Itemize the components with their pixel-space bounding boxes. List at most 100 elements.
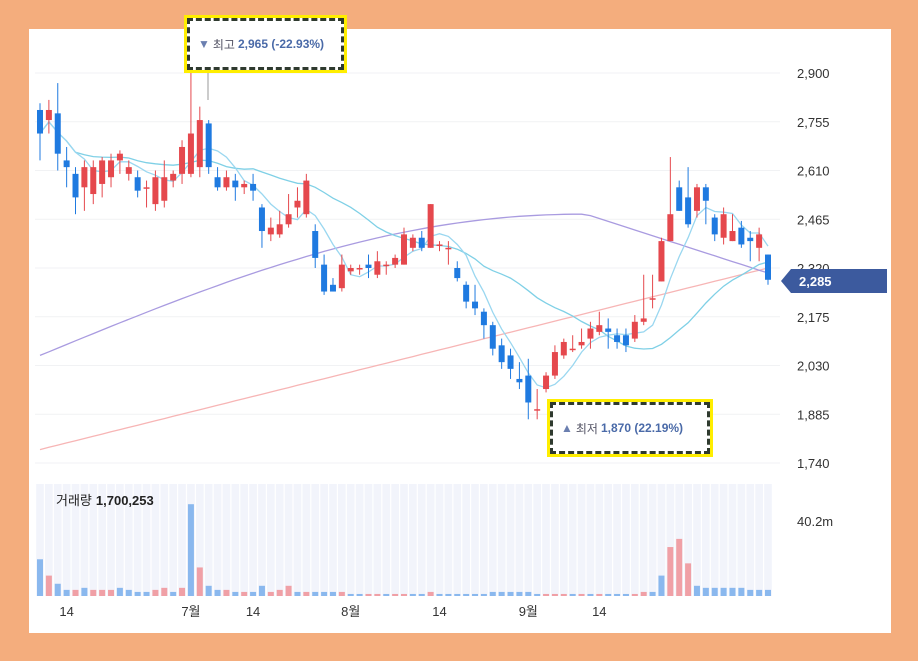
date-axis: 14 7월 14 8월 14 9월 14 xyxy=(59,604,606,619)
volume-column-bg xyxy=(764,484,772,596)
volume-bar xyxy=(756,589,763,596)
candle-body xyxy=(54,113,61,154)
volume-bar xyxy=(294,591,301,596)
volume-column-bg xyxy=(577,484,586,596)
volume-bar xyxy=(232,591,239,596)
volume-title: 거래량 1,700,253 xyxy=(56,490,154,509)
volume-column-bg xyxy=(62,484,71,596)
candle-body xyxy=(214,177,221,188)
volume-bar xyxy=(214,589,221,596)
volume-bar xyxy=(276,589,283,596)
candle-body xyxy=(63,160,70,168)
volume-bar xyxy=(99,589,106,596)
volume-bar xyxy=(303,591,310,596)
candle-body xyxy=(720,214,727,238)
candle-body xyxy=(756,234,763,248)
volume-column-bg xyxy=(133,484,142,596)
candle-body xyxy=(37,109,43,134)
candle-body xyxy=(578,341,585,346)
max-price-callout: ▼ 최고 2,965 (-22.93%) xyxy=(184,15,347,73)
volume-column-bg xyxy=(559,484,568,596)
volume-column-bg xyxy=(728,484,737,596)
volume-column-bg xyxy=(320,484,328,596)
candle-body xyxy=(765,254,771,280)
candle-body xyxy=(223,177,230,188)
volume-bar xyxy=(622,593,629,596)
volume-bar xyxy=(454,593,461,596)
volume-column-bg xyxy=(240,484,249,596)
volume-bar xyxy=(534,593,541,596)
candle-body xyxy=(480,311,487,326)
volume-bar xyxy=(329,591,336,596)
candle-body xyxy=(640,318,647,322)
volume-bar xyxy=(472,593,479,596)
volume-bar xyxy=(161,587,168,596)
volume-bar xyxy=(587,593,594,596)
candle-body xyxy=(622,335,629,346)
volume-bar xyxy=(551,593,558,596)
candle-body xyxy=(303,180,310,215)
volume-bar xyxy=(241,591,248,596)
candle-body xyxy=(232,180,239,188)
volume-bar xyxy=(747,589,754,596)
volume-bar xyxy=(374,593,381,596)
candle-body xyxy=(747,237,754,242)
candle-body xyxy=(525,375,532,403)
volume-bar xyxy=(507,591,514,596)
candle-body xyxy=(445,247,452,250)
volume-column-bg xyxy=(480,484,488,596)
volume-column-bg xyxy=(249,484,257,596)
volume-column-bg xyxy=(382,484,391,596)
volume-bar xyxy=(543,593,550,596)
volume-bar xyxy=(45,575,52,596)
volume-column-bg xyxy=(755,484,763,596)
volume-column-bg xyxy=(409,484,417,596)
volume-column-bg xyxy=(488,484,497,596)
volume-bar xyxy=(711,587,718,596)
volume-column-bg xyxy=(338,484,346,596)
volume-column-bg xyxy=(693,484,701,596)
candle-body xyxy=(179,146,186,174)
candle-body xyxy=(338,264,345,289)
candle-body xyxy=(365,264,372,268)
volume-column-bg xyxy=(444,484,453,596)
candle-body xyxy=(347,268,354,272)
volume-column-bg xyxy=(116,484,124,596)
volume-bars xyxy=(37,504,771,596)
volume-column-bg xyxy=(364,484,373,596)
volume-bar xyxy=(436,593,443,596)
volume-column-bg xyxy=(80,484,89,596)
candle-body xyxy=(543,375,550,390)
volume-bar xyxy=(285,585,292,596)
volume-column-bg xyxy=(275,484,284,596)
volume-column-bg xyxy=(107,484,115,596)
volume-column-bg xyxy=(142,484,151,596)
volume-bar xyxy=(54,583,61,596)
candle-body xyxy=(392,257,399,265)
date-tick-label: 8월 xyxy=(341,604,360,619)
candle-body xyxy=(649,298,656,300)
candle-body xyxy=(560,341,567,356)
volume-bar xyxy=(729,587,736,596)
volume-column-bg xyxy=(36,484,44,596)
volume-column-bg xyxy=(71,484,80,596)
candle-body xyxy=(125,167,132,174)
candle-body xyxy=(294,200,301,208)
volume-bar xyxy=(401,593,407,596)
volume-column-bg xyxy=(737,484,746,596)
candle-body xyxy=(401,234,407,265)
candle-body xyxy=(90,167,97,195)
volume-bar xyxy=(409,593,416,596)
candle-body xyxy=(152,177,159,205)
volume-column-bg xyxy=(595,484,604,596)
volume-column-bg xyxy=(586,484,595,596)
volume-bar xyxy=(463,593,470,596)
candle-body xyxy=(472,301,479,309)
candle-body xyxy=(108,160,115,178)
volume-bar xyxy=(267,591,274,596)
candle-body xyxy=(729,231,736,242)
date-tick-label: 7월 xyxy=(181,604,200,619)
volume-column-bg xyxy=(639,484,648,596)
candle-body xyxy=(498,345,505,363)
